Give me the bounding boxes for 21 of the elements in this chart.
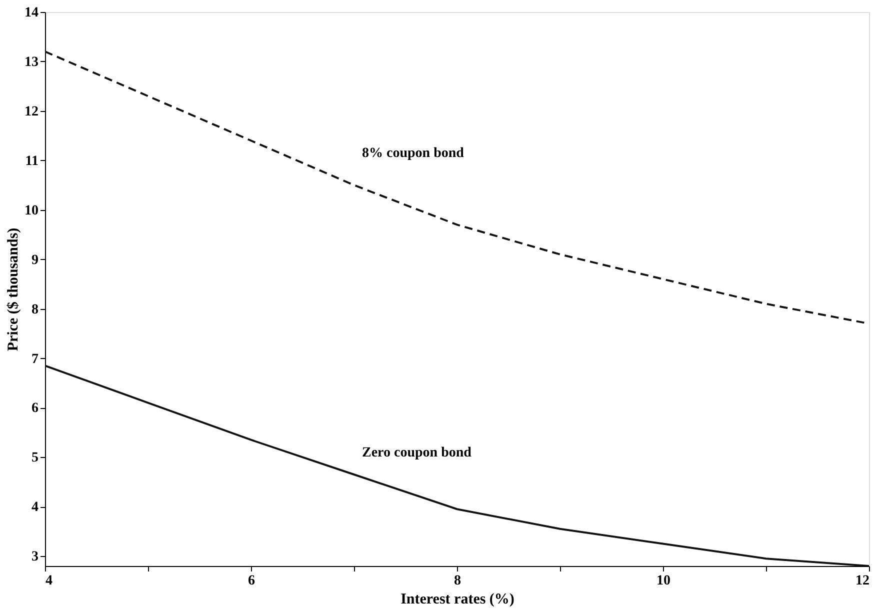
y-tick-label: 3: [32, 550, 38, 565]
x-tick-label: 12: [856, 574, 870, 588]
series-label: Zero coupon bond: [362, 445, 472, 460]
y-tick-label: 13: [24, 54, 38, 70]
y-tick-label: 10: [24, 203, 38, 218]
x-tick-label: 10: [656, 574, 670, 588]
series-label: 8% coupon bond: [362, 146, 464, 162]
x-tick-label: 6: [248, 574, 255, 588]
y-tick-label: 9: [32, 252, 38, 268]
y-tick-label: 5: [32, 450, 38, 466]
y-tick-label: 4: [32, 500, 38, 516]
y-tick-label: 7: [32, 352, 38, 367]
x-tick-label: 4: [46, 574, 52, 588]
y-tick-label: 6: [32, 401, 38, 416]
y-axis-title: Price ($ thousands): [6, 228, 22, 352]
y-tick-label: 8: [32, 302, 38, 318]
y-tick-label: 14: [24, 6, 38, 20]
x-axis-title: Interest rates (%): [400, 592, 514, 608]
y-tick-label: 11: [25, 154, 38, 169]
y-tick-label: 12: [24, 104, 38, 120]
x-tick-label: 8: [454, 574, 461, 588]
